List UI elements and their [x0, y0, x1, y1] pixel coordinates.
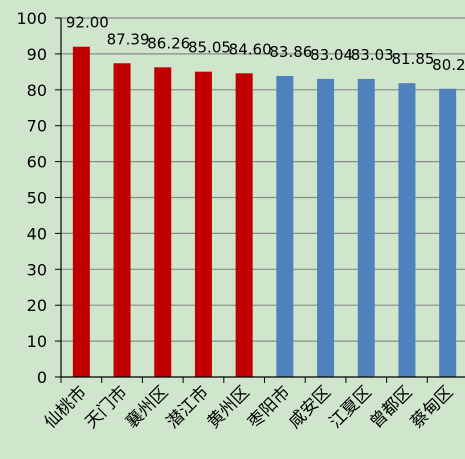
y-tick-label: 100	[16, 9, 47, 28]
data-label: 86.26	[147, 34, 190, 52]
y-tick-label: 0	[37, 368, 47, 387]
y-tick-label: 60	[27, 153, 47, 172]
y-tick-label: 10	[27, 332, 47, 351]
y-tick-label: 40	[27, 224, 47, 243]
data-labels: 92.0087.3986.2685.0584.6083.8683.0483.03…	[66, 14, 465, 74]
data-label: 81.85	[391, 50, 434, 68]
bar-咸安区	[317, 78, 335, 377]
y-tick-label: 70	[27, 117, 47, 136]
data-label: 87.39	[107, 30, 150, 48]
bar-天门市	[113, 63, 131, 378]
data-label: 80.29	[432, 56, 465, 74]
bar-江夏区	[357, 78, 375, 377]
x-category-label: 枣阳市	[244, 382, 294, 432]
x-category-label: 曾都区	[366, 382, 416, 432]
x-category-label: 襄州区	[121, 382, 172, 433]
bar-枣阳市	[276, 75, 294, 377]
x-category-label: 咸安区	[285, 382, 335, 432]
x-category-label: 蔡甸区	[407, 382, 457, 432]
data-label: 84.60	[229, 40, 272, 58]
y-tick-label: 80	[27, 81, 47, 100]
y-tick-label: 90	[27, 45, 47, 64]
bar-蔡甸区	[439, 88, 457, 377]
x-category-label: 天门市	[81, 382, 131, 432]
y-tick-label: 50	[27, 189, 47, 208]
data-label: 92.00	[66, 14, 109, 32]
x-category-label: 黄州区	[203, 382, 253, 432]
bars	[72, 46, 457, 378]
y-tick-label: 20	[27, 296, 47, 315]
data-label: 85.05	[188, 39, 231, 57]
data-label: 83.86	[269, 43, 312, 61]
data-label: 83.04	[310, 46, 353, 64]
bar-襄州区	[154, 67, 172, 377]
bar-潜江市	[194, 71, 212, 377]
bar-仙桃市	[72, 46, 90, 377]
x-category-label: 仙桃市	[41, 382, 91, 432]
y-tick-label: 30	[27, 260, 47, 279]
data-label: 83.03	[351, 46, 394, 64]
axes	[55, 17, 465, 383]
y-axis-tick-labels: 0 10 20 30 40 50 60 70 80 90 100	[16, 9, 47, 387]
x-category-label: 潜江市	[163, 382, 213, 432]
bar-黄州区	[235, 73, 253, 377]
x-category-label: 江夏区	[326, 382, 376, 432]
bar-曾都区	[398, 83, 416, 377]
